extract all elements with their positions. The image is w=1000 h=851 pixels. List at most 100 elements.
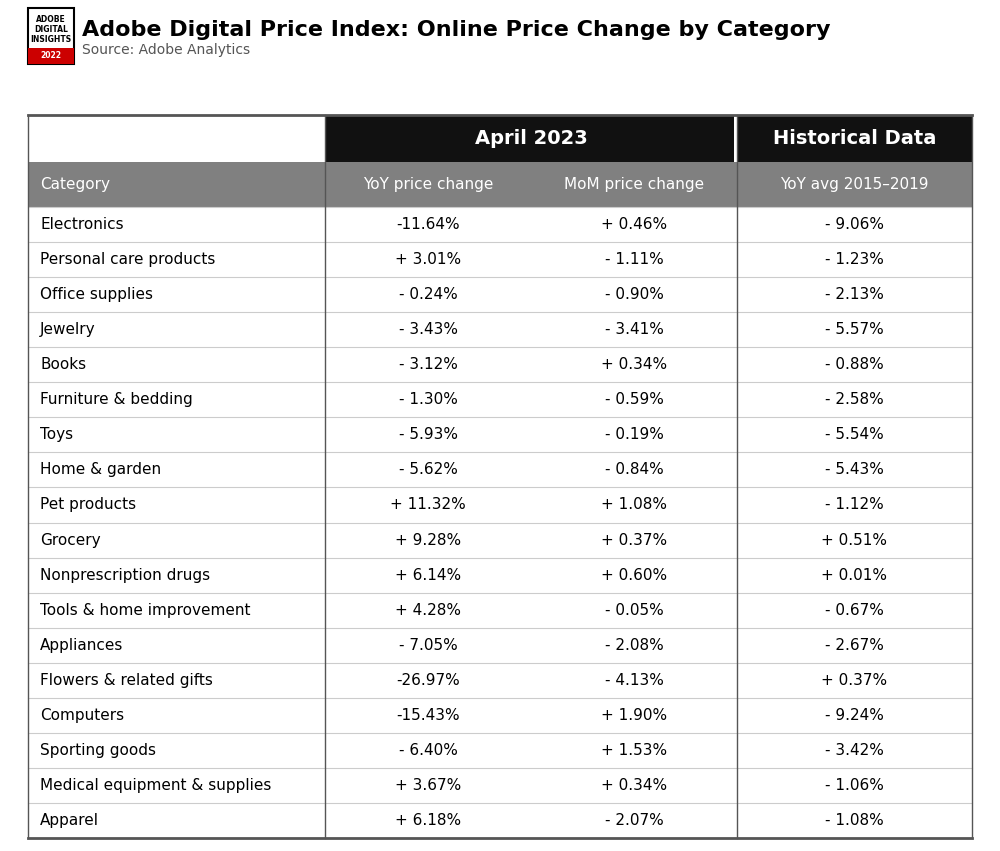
Bar <box>28 207 972 242</box>
Text: - 3.43%: - 3.43% <box>399 323 458 337</box>
Text: -15.43%: -15.43% <box>396 708 460 722</box>
Text: + 0.60%: + 0.60% <box>601 568 667 583</box>
Text: April 2023: April 2023 <box>475 129 588 148</box>
Text: - 5.57%: - 5.57% <box>825 323 884 337</box>
Text: MoM price change: MoM price change <box>564 177 704 192</box>
Text: - 5.54%: - 5.54% <box>825 427 884 443</box>
Text: - 7.05%: - 7.05% <box>399 637 458 653</box>
Text: - 2.13%: - 2.13% <box>825 287 884 302</box>
Text: + 1.08%: + 1.08% <box>601 498 667 512</box>
Text: - 5.43%: - 5.43% <box>825 462 884 477</box>
Text: Flowers & related gifts: Flowers & related gifts <box>40 673 213 688</box>
Bar <box>28 382 972 417</box>
Text: ADOBE: ADOBE <box>36 15 66 25</box>
Text: + 11.32%: + 11.32% <box>390 498 466 512</box>
Text: - 1.12%: - 1.12% <box>825 498 884 512</box>
Text: + 0.34%: + 0.34% <box>601 778 667 793</box>
Text: Jewelry: Jewelry <box>40 323 96 337</box>
Bar <box>28 698 972 733</box>
Text: - 9.24%: - 9.24% <box>825 708 884 722</box>
Text: Books: Books <box>40 357 86 372</box>
Text: -11.64%: -11.64% <box>396 217 460 232</box>
Bar <box>737 162 972 207</box>
Text: DIGITAL: DIGITAL <box>34 26 68 35</box>
Bar <box>28 768 972 803</box>
Text: + 0.01%: + 0.01% <box>821 568 887 583</box>
Text: Tools & home improvement: Tools & home improvement <box>40 603 250 618</box>
Text: Adobe Digital Price Index: Online Price Change by Category: Adobe Digital Price Index: Online Price … <box>82 20 830 40</box>
Bar <box>28 8 74 64</box>
Text: + 0.46%: + 0.46% <box>601 217 667 232</box>
Bar <box>28 733 972 768</box>
Text: Furniture & bedding: Furniture & bedding <box>40 392 193 408</box>
Text: - 1.11%: - 1.11% <box>605 252 663 267</box>
Bar <box>28 347 972 382</box>
Bar <box>28 242 972 277</box>
Text: Home & garden: Home & garden <box>40 462 161 477</box>
Text: Apparel: Apparel <box>40 813 99 828</box>
Text: - 3.41%: - 3.41% <box>605 323 663 337</box>
Text: Toys: Toys <box>40 427 73 443</box>
Text: Medical equipment & supplies: Medical equipment & supplies <box>40 778 271 793</box>
Text: - 0.19%: - 0.19% <box>605 427 663 443</box>
Text: - 0.90%: - 0.90% <box>605 287 663 302</box>
Text: Personal care products: Personal care products <box>40 252 215 267</box>
Bar <box>28 488 972 523</box>
Text: + 1.53%: + 1.53% <box>601 743 667 758</box>
Text: - 5.62%: - 5.62% <box>399 462 458 477</box>
Bar <box>28 115 325 162</box>
Text: - 0.67%: - 0.67% <box>825 603 884 618</box>
Bar <box>28 592 972 628</box>
Text: + 0.34%: + 0.34% <box>601 357 667 372</box>
Text: Computers: Computers <box>40 708 124 722</box>
Text: - 0.05%: - 0.05% <box>605 603 663 618</box>
Text: - 4.13%: - 4.13% <box>605 673 663 688</box>
Text: Nonprescription drugs: Nonprescription drugs <box>40 568 210 583</box>
Text: YoY avg 2015–2019: YoY avg 2015–2019 <box>780 177 929 192</box>
Text: + 1.90%: + 1.90% <box>601 708 667 722</box>
Bar <box>28 803 972 838</box>
Bar <box>325 115 737 162</box>
Text: - 1.23%: - 1.23% <box>825 252 884 267</box>
Text: - 2.67%: - 2.67% <box>825 637 884 653</box>
Bar <box>28 557 972 592</box>
Bar <box>325 162 531 207</box>
Bar <box>734 115 737 162</box>
Text: Electronics: Electronics <box>40 217 124 232</box>
Text: - 0.59%: - 0.59% <box>605 392 663 408</box>
Text: Category: Category <box>40 177 110 192</box>
Bar <box>531 162 737 207</box>
Text: + 4.28%: + 4.28% <box>395 603 461 618</box>
Text: INSIGHTS: INSIGHTS <box>30 36 72 44</box>
Bar <box>28 277 972 312</box>
Text: + 0.37%: + 0.37% <box>601 533 667 547</box>
Text: - 0.84%: - 0.84% <box>605 462 663 477</box>
Text: - 5.93%: - 5.93% <box>399 427 458 443</box>
Text: Office supplies: Office supplies <box>40 287 153 302</box>
Text: + 9.28%: + 9.28% <box>395 533 461 547</box>
Bar <box>28 312 972 347</box>
Bar <box>28 453 972 488</box>
Text: + 6.18%: + 6.18% <box>395 813 461 828</box>
Text: Pet products: Pet products <box>40 498 136 512</box>
Text: -26.97%: -26.97% <box>396 673 460 688</box>
Text: - 0.24%: - 0.24% <box>399 287 458 302</box>
Text: - 2.08%: - 2.08% <box>605 637 663 653</box>
Bar <box>28 48 74 64</box>
Text: YoY price change: YoY price change <box>363 177 493 192</box>
Text: - 2.07%: - 2.07% <box>605 813 663 828</box>
Text: Appliances: Appliances <box>40 637 123 653</box>
Text: - 9.06%: - 9.06% <box>825 217 884 232</box>
Text: - 3.42%: - 3.42% <box>825 743 884 758</box>
Text: Historical Data: Historical Data <box>773 129 936 148</box>
Bar <box>28 417 972 453</box>
Text: - 0.88%: - 0.88% <box>825 357 884 372</box>
Text: 2022: 2022 <box>40 52 62 60</box>
Text: - 1.06%: - 1.06% <box>825 778 884 793</box>
Bar <box>28 663 972 698</box>
Text: - 3.12%: - 3.12% <box>399 357 458 372</box>
Text: + 3.67%: + 3.67% <box>395 778 461 793</box>
Bar <box>28 162 325 207</box>
Text: Sporting goods: Sporting goods <box>40 743 156 758</box>
Text: Source: Adobe Analytics: Source: Adobe Analytics <box>82 43 250 57</box>
